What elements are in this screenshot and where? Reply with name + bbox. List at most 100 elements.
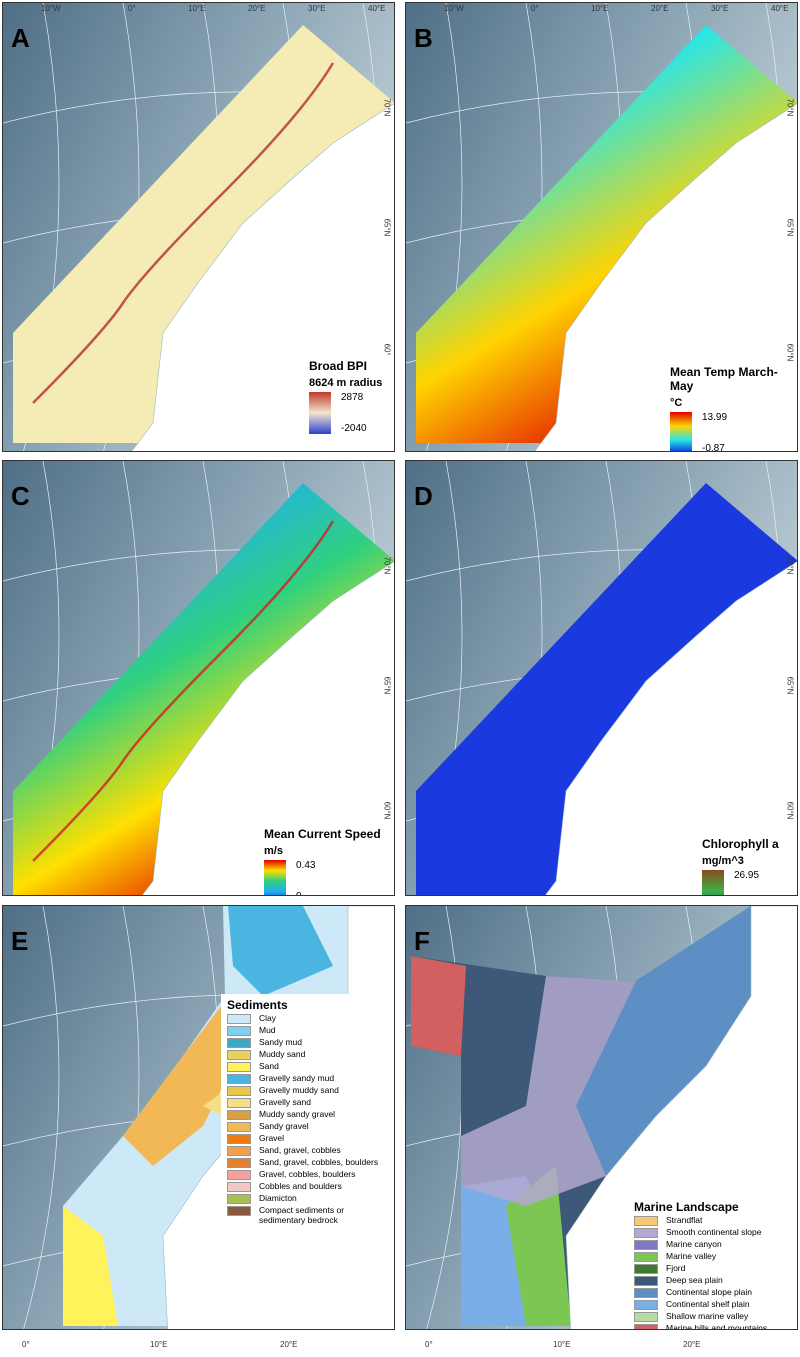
legend: Chlorophyll a mg/m^3 26.950.55 [696,833,796,895]
legend-label: Sandy gravel [259,1121,309,1131]
data-extent [416,483,797,895]
legend-item: Shallow marine valley [634,1311,790,1322]
legend-item: Marine hills and mountains [634,1323,790,1330]
map [3,3,394,451]
legend-title: Chlorophyll a [702,837,779,851]
legend-item: Sand, gravel, cobbles, boulders [227,1157,387,1168]
graticule-label: 20°E [651,4,669,13]
legend-item: Strandflat [634,1215,790,1226]
shelf-edge [32,520,335,862]
land [142,561,394,895]
legend-item: Muddy sandy gravel [227,1109,387,1120]
data-extent [416,25,797,443]
legend-swatch [227,1170,251,1180]
colorbar: 26.950.55 [702,870,790,895]
legend-label: Marine canyon [666,1239,722,1249]
legend-label: Continental slope plain [666,1287,753,1297]
graticule-label: 10°W [444,4,464,13]
graticule-label: 10°E [591,4,609,13]
legend-label: Marine hills and mountains [666,1323,768,1330]
shelf-edge [32,62,335,404]
legend-label: Gravel [259,1133,285,1143]
legend-label: Muddy sand [259,1049,306,1059]
legend-swatch [227,1062,251,1072]
legend-swatch [227,1110,251,1120]
map [3,461,394,895]
graticule-label: 20°E [248,4,266,13]
map-panel: F Marine Landscape Strandflat Smooth contin… [405,905,798,1330]
panel-letter: B [414,23,433,53]
colorbar: 13.99 -0.87 [670,412,788,451]
legend: Sediments Clay Mud Sandy mud Muddy sand Sand G… [221,994,393,1229]
legend-title: Sediments [227,998,288,1012]
legend-subtitle: °C [670,397,683,409]
legend-item: Muddy sand [227,1049,387,1060]
legend-item: Compact sediments or sedimentary bedrock [227,1205,387,1225]
legend: Mean Temp March-May °C 13.99 -0.87 [664,361,794,451]
legend-swatch [227,1086,251,1096]
legend-swatch [227,1098,251,1108]
unit [506,1166,571,1326]
colorbar: 2878 -2040 [309,392,389,434]
legend-label: Gravel, cobbles, boulders [259,1169,356,1179]
panel-letter: F [414,926,430,956]
graticule-label: 10°E [150,1340,168,1349]
legend-item: Gravel [227,1133,387,1144]
graticule-label: 65°N [785,676,795,695]
legend-swatch [634,1312,658,1322]
legend-item: Marine valley [634,1251,790,1262]
legend-label: Shallow marine valley [666,1311,749,1321]
legend-item: Gravel, cobbles, boulders [227,1169,387,1180]
legend-item: Marine canyon [634,1239,790,1250]
graticule-label: 70°N [382,98,392,117]
colorbar-max: 26.95 [734,870,760,881]
map-panel: B 10°W 0° 10°E 20°E 30°E 40°E 70°N 65°N 60°N Mean … [405,2,798,452]
legend-swatch [227,1194,251,1204]
legend-item: Continental slope plain [634,1287,790,1298]
graticule-label: 60°N [785,343,795,362]
legend-label: Strandflat [666,1215,703,1225]
legend-swatch [634,1288,658,1298]
legend-subtitle: mg/m^3 [702,855,744,867]
legend-label: Sand [259,1061,279,1071]
graticule-label: 70°N [382,556,392,575]
graticule-label: 40°E [368,4,386,13]
colorbar-labels: 0.43 0 [296,860,315,895]
graticule-label: 10°W [41,4,61,13]
legend-item: Sand, gravel, cobbles [227,1145,387,1156]
legend-label: Gravelly muddy sand [259,1085,339,1095]
legend-item: Clay [227,1013,387,1024]
graticule-label: 0° [425,1340,433,1349]
legend-item: Mud [227,1025,387,1036]
colorbar-max: 2878 [341,392,364,403]
colorbar-ramp [702,870,724,895]
legend-swatch [634,1216,658,1226]
graticule-label: 70°N [785,556,795,575]
colorbar-labels: 2878 -2040 [341,392,367,434]
legend-item: Continental shelf plain [634,1299,790,1310]
legend-swatch [227,1014,251,1024]
legend-swatch [634,1240,658,1250]
unit [228,906,333,996]
legend-item: Sand [227,1061,387,1072]
colorbar: 0.43 0 [264,860,387,895]
legend-subtitle: m/s [264,845,283,857]
legend-label: Diamicton [259,1193,297,1203]
legend-swatch [634,1228,658,1238]
graticule-label: 60°N [382,801,392,820]
colorbar-ramp [670,412,692,451]
panel-letter: E [11,926,29,956]
unit [461,976,636,1206]
legend: Broad BPI 8624 m radius 2878 -2040 [303,355,394,438]
legend-label: Sand, gravel, cobbles, boulders [259,1157,379,1167]
graticule-label: 0° [22,1340,30,1349]
legend-label: Sandy mud [259,1037,302,1047]
panel-letter: D [414,481,433,511]
legend-swatch [227,1122,251,1132]
legend-swatch [634,1324,658,1329]
graticule-label: 65°N [382,676,392,695]
legend-title: Broad BPI [309,359,368,373]
legend-label: Deep sea plain [666,1275,723,1285]
graticule-label: 20°E [683,1340,701,1349]
